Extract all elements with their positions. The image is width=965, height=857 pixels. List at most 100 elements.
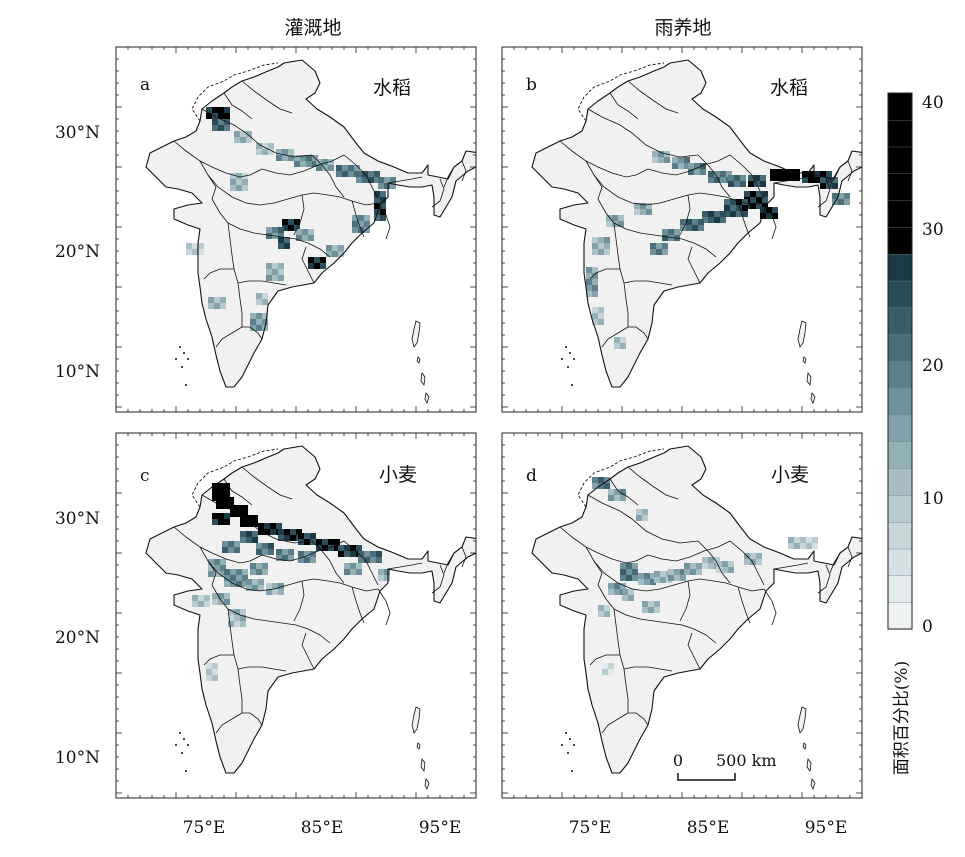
raster-cell	[246, 585, 252, 591]
lon-labels-right: 75°E 85°E 95°E	[569, 818, 848, 838]
state-border	[377, 202, 391, 240]
raster-cell	[618, 221, 624, 227]
raster-cell	[608, 489, 614, 495]
island-dot	[183, 738, 185, 740]
raster-cell	[794, 175, 800, 181]
raster-cell	[736, 205, 742, 211]
raster-cell	[242, 569, 248, 575]
raster-cell	[586, 267, 592, 273]
raster-cell	[192, 243, 198, 249]
colorbar-cell	[887, 360, 913, 389]
state-border	[207, 174, 275, 206]
state-border	[431, 178, 445, 208]
state-border	[443, 552, 455, 574]
raster-cell	[336, 171, 342, 177]
colorbar-scale	[887, 92, 913, 630]
raster-cell	[722, 561, 728, 567]
panel-a-crop-label: 水稻	[373, 77, 411, 99]
raster-cell	[216, 503, 222, 509]
raster-cell	[268, 143, 274, 149]
raster-cell	[636, 509, 642, 515]
raster-cell	[728, 561, 734, 567]
map-landmass	[146, 60, 476, 387]
raster-cell	[620, 337, 626, 343]
island-dot	[187, 744, 189, 746]
raster-cell	[234, 541, 240, 547]
raster-cell	[720, 171, 726, 177]
raster-cell	[608, 589, 614, 595]
raster-cell	[278, 583, 284, 589]
lon-label: 75°E	[569, 818, 612, 838]
raster-cell	[322, 165, 328, 171]
raster-cell	[242, 511, 248, 517]
raster-cell	[782, 175, 788, 181]
raster-cell	[224, 125, 230, 131]
raster-cell	[826, 171, 832, 177]
raster-cell	[304, 551, 310, 557]
raster-cell	[256, 325, 262, 331]
raster-cell	[272, 583, 278, 589]
colorbar-cell	[887, 253, 913, 282]
raster-cell	[838, 199, 844, 205]
raster-cell	[654, 577, 660, 583]
raster-cell	[276, 149, 282, 155]
raster-cell	[206, 675, 212, 681]
raster-cell	[662, 243, 668, 249]
panel-b-crop-label: 水稻	[770, 77, 808, 99]
raster-cell	[236, 505, 242, 511]
raster-cell	[262, 319, 268, 325]
state-border	[267, 620, 331, 644]
raster-cell	[598, 605, 604, 611]
raster-cell	[276, 549, 282, 555]
raster-cell	[240, 621, 246, 627]
raster-cell	[344, 551, 350, 557]
raster-cell	[308, 235, 314, 241]
raster-cell	[242, 575, 248, 581]
raster-cell	[728, 175, 734, 181]
raster-cell	[586, 279, 592, 285]
raster-cell	[298, 551, 304, 557]
raster-cell	[618, 215, 624, 221]
state-border	[293, 194, 305, 236]
raster-cell	[694, 163, 700, 169]
raster-cell	[592, 267, 598, 273]
raster-cell	[228, 621, 234, 627]
raster-cell	[646, 209, 652, 215]
raster-cell	[724, 211, 730, 217]
island	[420, 757, 426, 773]
raster-cell	[628, 589, 634, 595]
raster-cell	[736, 199, 742, 205]
raster-cell	[608, 663, 614, 669]
raster-cell	[608, 583, 614, 589]
raster-cell	[198, 595, 204, 601]
raster-cell	[242, 581, 248, 587]
raster-cell	[272, 275, 278, 281]
raster-cell	[642, 607, 648, 613]
raster-cell	[358, 221, 364, 227]
raster-cell	[598, 313, 604, 319]
raster-cell	[608, 495, 614, 501]
state-border	[237, 666, 287, 672]
raster-cell	[730, 199, 736, 205]
state-border	[623, 282, 629, 327]
raster-cell	[240, 521, 246, 527]
raster-cell	[222, 547, 228, 553]
raster-cell	[620, 343, 626, 349]
raster-cell	[622, 589, 628, 595]
raster-cell	[376, 551, 382, 557]
state-border	[293, 580, 305, 622]
raster-cell	[700, 169, 706, 175]
raster-cell	[352, 215, 358, 221]
raster-cell	[802, 177, 808, 183]
raster-cell	[708, 217, 714, 223]
raster-cell	[258, 523, 264, 529]
island	[416, 356, 421, 364]
raster-cell	[750, 191, 756, 197]
raster-cell	[264, 523, 270, 529]
state-border	[647, 154, 731, 176]
raster-cell	[224, 113, 230, 119]
state-border	[817, 564, 831, 594]
raster-cell	[654, 571, 660, 577]
raster-cell	[334, 545, 340, 551]
island-dot	[571, 770, 573, 772]
